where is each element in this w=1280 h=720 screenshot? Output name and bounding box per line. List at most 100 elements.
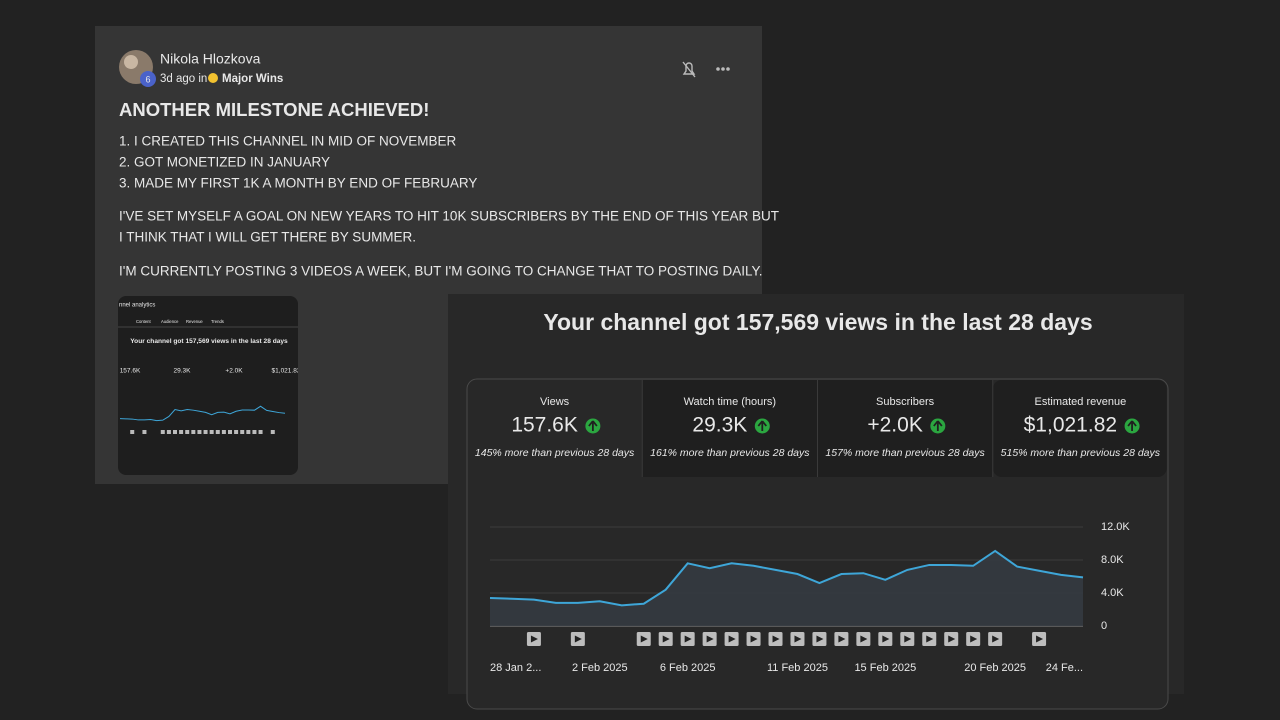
- play-icon: [838, 635, 846, 643]
- stat-label: Watch time (hours): [684, 396, 777, 408]
- thumb-value: 157.6K: [120, 368, 141, 375]
- play-icon: [750, 635, 758, 643]
- line: [489, 549, 1084, 607]
- thumb-upload: [240, 430, 245, 434]
- play-icon: [926, 635, 934, 643]
- thumbnail-bg: [118, 296, 298, 475]
- x-tick-label: 20 Feb 2025: [964, 662, 1026, 674]
- bell-button[interactable]: [682, 61, 696, 78]
- thumb-upload: [191, 430, 196, 434]
- thumb-upload: [252, 430, 257, 434]
- stat-change: 161% more than previous 28 days: [650, 447, 810, 459]
- thumb-upload: [160, 430, 165, 434]
- list-item: 1. I CREATED THIS CHANNEL IN MID OF NOVE…: [119, 134, 457, 149]
- play-icon: [794, 635, 802, 643]
- thumb-upload: [179, 430, 184, 434]
- thumb-value: +2.0K: [225, 368, 243, 375]
- stat-cell-bg: [642, 380, 818, 477]
- play-icon: [948, 635, 956, 643]
- play-icon: [772, 635, 780, 643]
- stat-change: 515% more than previous 28 days: [1001, 447, 1161, 459]
- y-tick-label: 4.0K: [1101, 587, 1124, 599]
- x-tick-label: 6 Feb 2025: [660, 662, 716, 674]
- stats: Views 157.6K 145% more than previous 28 da…: [475, 380, 1167, 477]
- x-tick-label: 11 Feb 2025: [767, 662, 828, 674]
- post-body: 1. I CREATED THIS CHANNEL IN MID OF NOVE…: [119, 134, 779, 279]
- thumb-upload: [197, 430, 202, 434]
- play-icon: [640, 635, 648, 643]
- paragraph-line: I THINK THAT I WILL GET THERE BY SUMMER.: [119, 230, 416, 245]
- thumb-upload: [166, 430, 171, 434]
- thumb-value: 29.3K: [174, 368, 192, 375]
- stat-value: 29.3K: [692, 414, 747, 437]
- stat-value: 157.6K: [511, 414, 578, 437]
- thumb-tab: Revenue: [186, 319, 203, 324]
- level: 6: [145, 74, 150, 84]
- headline: Your channel got 157,569 views in the la…: [543, 309, 1092, 335]
- thumb-upload: [209, 430, 214, 434]
- play-icon: [904, 635, 912, 643]
- group[interactable]: Major Wins: [222, 73, 283, 85]
- stat-change: 145% more than previous 28 days: [475, 447, 635, 459]
- post-time: 3d ago in: [160, 73, 207, 85]
- thumb-tab: Trends: [211, 319, 224, 324]
- y-tick-label: 12.0K: [1101, 521, 1130, 533]
- paragraph-line: I'VE SET MYSELF A GOAL ON NEW YEARS TO H…: [119, 209, 779, 224]
- stat-cell-bg: [992, 380, 1167, 477]
- thumb-tab: Audience: [161, 319, 179, 324]
- thumb-value: $1,021.82: [272, 368, 301, 375]
- more-button[interactable]: [716, 67, 730, 71]
- thumb-upload: [234, 430, 239, 434]
- dot: [716, 67, 720, 71]
- thumb-upload: [215, 430, 220, 434]
- thumb-upload: [203, 430, 208, 434]
- stat-label: Subscribers: [876, 396, 935, 408]
- x-tick-label: 15 Feb 2025: [854, 662, 916, 674]
- author[interactable]: Nikola Hlozkova: [160, 51, 261, 67]
- list-item: 3. MADE MY FIRST 1K A MONTH BY END OF FE…: [119, 176, 477, 191]
- area: [490, 550, 1083, 626]
- thumb-upload: [221, 430, 226, 434]
- up-arrow: [933, 420, 943, 431]
- thumb-upload: [246, 430, 251, 434]
- x-tick-label: 2 Feb 2025: [572, 662, 628, 674]
- play-icon: [574, 635, 582, 643]
- stat-cell-bg: [817, 380, 993, 477]
- level-badge: [140, 71, 156, 87]
- thumb-upload: [130, 430, 135, 434]
- thumb-line: [119, 405, 286, 422]
- play-icon: [530, 635, 538, 643]
- play-icon: [882, 635, 890, 643]
- up-arrow: [588, 420, 598, 431]
- play-icon: [816, 635, 824, 643]
- bell-slash: [682, 61, 696, 78]
- thumb-upload: [185, 430, 190, 434]
- thumb-tab: Content: [136, 319, 152, 324]
- dot: [726, 67, 730, 71]
- stat-value: +2.0K: [867, 414, 922, 437]
- chart: 0 4.0K 8.0K 12.0K 28 Jan 2... 2 Feb 2025 6 Feb…: [489, 521, 1130, 674]
- thumb-upload: [173, 430, 177, 434]
- avatar-face: [124, 55, 138, 69]
- y-tick-label: 8.0K: [1101, 554, 1124, 566]
- play-icon: [860, 635, 868, 643]
- play-icon: [728, 635, 736, 643]
- stat-change: 157% more than previous 28 days: [825, 447, 985, 459]
- thumb-upload: [142, 430, 147, 434]
- thumb-upload: [270, 430, 275, 434]
- play-icon: [684, 635, 692, 643]
- thumbnail[interactable]: nnel analytics Content Audience Revenue Tren…: [118, 296, 301, 475]
- play-icon: [662, 635, 670, 643]
- thumbnail-content: nnel analytics Content Audience Revenue Tren…: [118, 303, 301, 434]
- up-arrow: [1127, 420, 1137, 431]
- play-icon: [970, 635, 978, 643]
- play-icon: [992, 635, 1000, 643]
- thumb-upload: [258, 430, 263, 434]
- post-card: 6 Nikola Hlozkova 3d ago in Major Wins A…: [95, 26, 779, 484]
- stat-label: Estimated revenue: [1034, 396, 1126, 408]
- thumb-header: nnel analytics: [119, 303, 155, 309]
- thumb-title: Your channel got 157,569 views in the la…: [130, 338, 288, 345]
- stat-label: Views: [540, 396, 570, 408]
- dot: [721, 67, 725, 71]
